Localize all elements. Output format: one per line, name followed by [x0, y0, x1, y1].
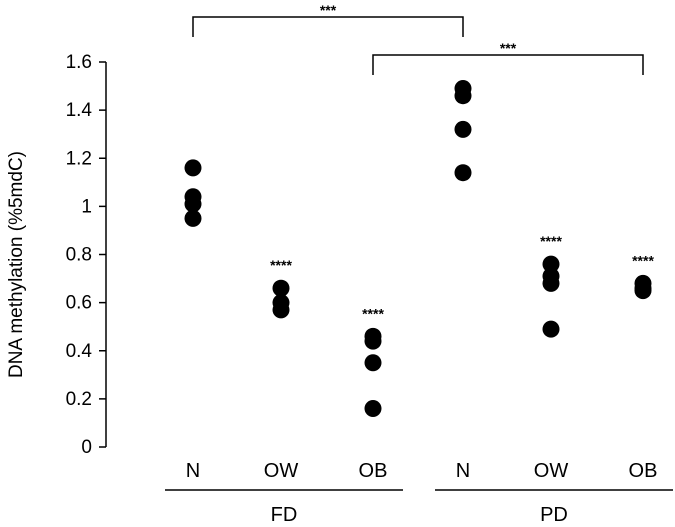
- data-points: [184, 79, 652, 417]
- data-point: [454, 87, 472, 105]
- y-tick-label: 1.2: [66, 148, 92, 169]
- data-point: [454, 120, 472, 138]
- data-point: [364, 400, 382, 417]
- group-labels: FD PD: [165, 489, 673, 526]
- y-axis-title-group: DNA methylation (%5mdC): [6, 151, 27, 378]
- data-point: [272, 301, 290, 319]
- data-point: [454, 164, 472, 182]
- data-point: [542, 320, 560, 338]
- data-point: [634, 282, 652, 300]
- significance-bracket: [192, 16, 464, 37]
- group-label: PD: [540, 504, 568, 526]
- y-axis-title: DNA methylation (%5mdC): [6, 151, 27, 378]
- significance-bracket: [372, 54, 644, 75]
- y-tick-label: 1: [81, 196, 92, 217]
- data-point: [542, 274, 560, 292]
- y-tick-label: 0: [81, 437, 92, 458]
- significance-annotations: **** **** **** ****: [270, 233, 654, 321]
- bracket-label: ***: [500, 40, 517, 56]
- significance-label: ****: [362, 305, 384, 321]
- data-point: [542, 255, 560, 273]
- data-point: [364, 332, 382, 350]
- significance-label: ****: [540, 233, 562, 249]
- significance-label: ****: [270, 257, 292, 273]
- category-labels: N OW OB N OW OB: [186, 460, 658, 482]
- y-tick-label: 0.2: [66, 389, 92, 410]
- y-tick-label: 0.4: [66, 341, 93, 362]
- bracket-label: ***: [320, 2, 337, 18]
- category-label: OB: [629, 460, 658, 482]
- data-point: [184, 159, 202, 177]
- y-tick-label: 1.6: [66, 52, 92, 73]
- data-point: [184, 209, 202, 227]
- y-tick-label: 1.4: [66, 100, 93, 121]
- category-label: N: [186, 460, 200, 482]
- category-label: OB: [359, 460, 388, 482]
- y-tick-label: 0.6: [66, 293, 92, 314]
- significance-brackets: *** ***: [192, 2, 644, 75]
- category-label: OW: [534, 460, 569, 482]
- y-tick-label: 0.8: [66, 245, 92, 266]
- group-label: FD: [271, 504, 298, 526]
- category-label: OW: [264, 460, 299, 482]
- data-point: [184, 195, 202, 213]
- data-point: [364, 354, 382, 372]
- y-axis: 0 0.2 0.4 0.6 0.8 1 1.2 1.4 1.6: [66, 52, 107, 458]
- category-label: N: [456, 460, 470, 482]
- data-point: [272, 279, 290, 297]
- significance-label: ****: [632, 252, 654, 268]
